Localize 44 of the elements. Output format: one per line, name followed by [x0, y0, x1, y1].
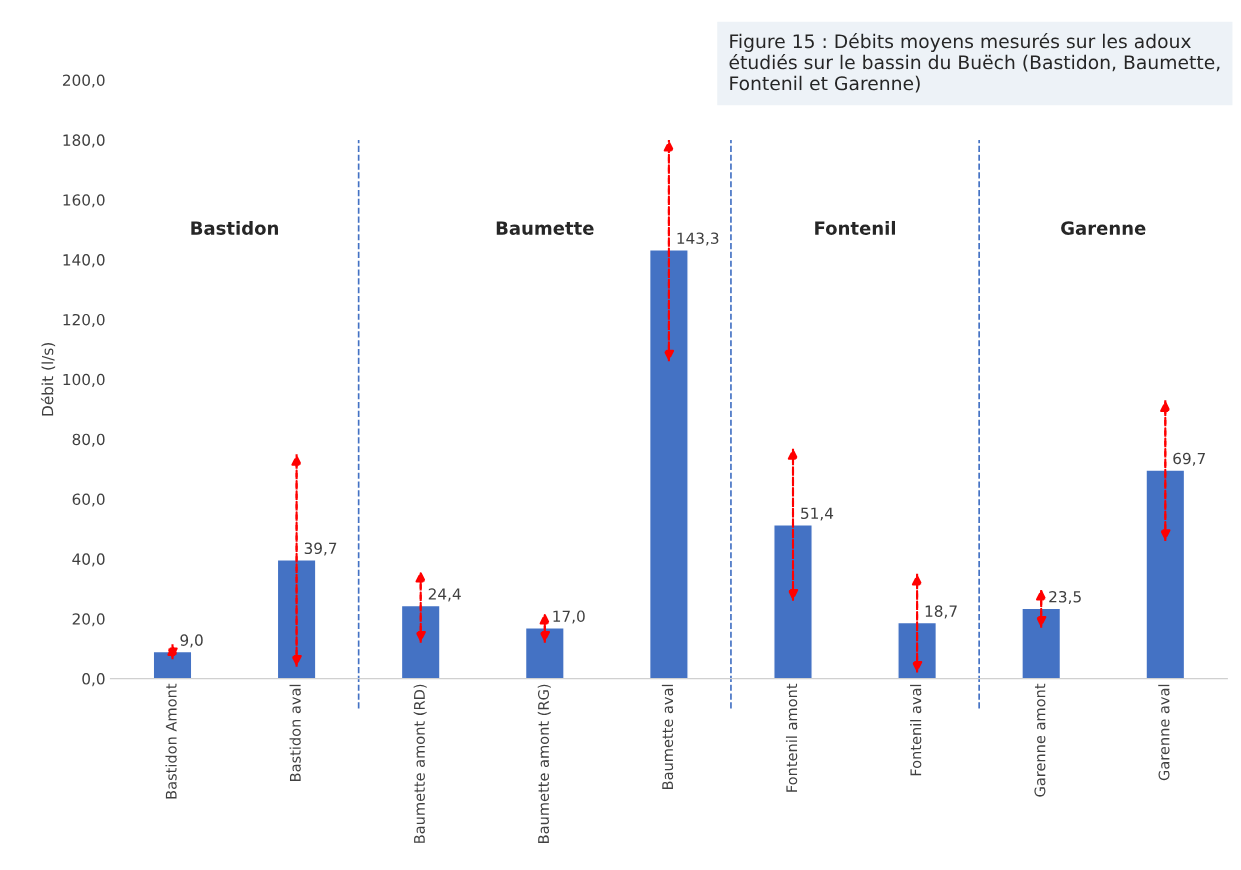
data-label: 17,0	[553, 610, 585, 624]
bar	[1021, 607, 1062, 679]
y-axis-title: Débit (l/s)	[40, 343, 56, 416]
data-label: 143,3	[677, 232, 719, 246]
y-tick-label: 0,0	[82, 673, 105, 687]
y-tick-label: 160,0	[63, 194, 105, 208]
x-tick-label: Fontenil aval	[910, 684, 922, 776]
y-tick-label: 140,0	[63, 254, 105, 268]
x-tick-label: Fontenil amont	[785, 683, 798, 792]
y-tick-label: 80,0	[72, 433, 105, 447]
annotation: Fontenil	[815, 220, 896, 235]
data-label: 39,7	[304, 542, 337, 556]
y-tick-label: 200,0	[62, 74, 105, 88]
data-label: 51,4	[801, 507, 834, 521]
y-tick-label: 180,0	[63, 134, 105, 148]
annotation: Bastidon	[191, 220, 278, 235]
bar	[152, 650, 193, 679]
data-label: 24,4	[428, 588, 461, 602]
x-tick-label: Baumette amont (RD)	[413, 684, 427, 843]
data-label: 18,7	[925, 605, 957, 619]
data-label: 9,0	[180, 634, 203, 648]
annotation: Baumette	[496, 221, 594, 235]
y-tick-label: 120,0	[63, 313, 105, 328]
data-label: 23,5	[1049, 590, 1081, 605]
bar	[773, 524, 813, 679]
y-tick-label: 40,0	[72, 553, 105, 567]
y-tick-label: 60,0	[72, 493, 105, 507]
bar	[897, 621, 938, 679]
y-tick-label: 20,0	[72, 613, 105, 627]
data-label: 69,7	[1173, 452, 1205, 466]
chart-title: Figure 15 : Débits moyens mesurés sur les adoux étudiés sur le bassin du Buëch (Bastidon, Baumette, Fontenil et Garenne)	[729, 33, 1220, 93]
x-tick-label: Bastidon aval	[289, 684, 301, 781]
bar	[400, 604, 441, 679]
x-tick-label: Garenne amont	[1034, 683, 1046, 797]
annotation: Garenne	[1061, 221, 1146, 235]
bar	[648, 249, 689, 679]
y-tick-label: 100,0	[63, 373, 105, 387]
bar	[276, 559, 317, 679]
bar	[524, 627, 565, 679]
x-tick-label: Garenne aval	[1158, 684, 1170, 781]
x-tick-label: Baumette aval	[661, 684, 674, 789]
x-tick-label: Bastidon Amont	[165, 683, 177, 799]
bar	[1145, 469, 1186, 679]
x-tick-label: Baumette amont (RG)	[537, 684, 551, 843]
